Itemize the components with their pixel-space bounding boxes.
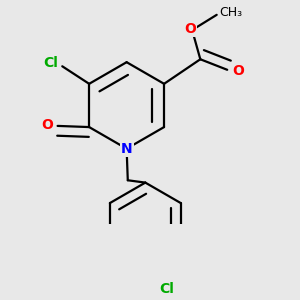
Text: CH₃: CH₃ bbox=[219, 7, 242, 20]
Text: Cl: Cl bbox=[160, 282, 175, 296]
Text: Cl: Cl bbox=[44, 56, 59, 70]
Text: N: N bbox=[121, 142, 132, 156]
Text: O: O bbox=[232, 64, 244, 78]
Text: O: O bbox=[184, 22, 196, 36]
Text: O: O bbox=[41, 118, 53, 132]
